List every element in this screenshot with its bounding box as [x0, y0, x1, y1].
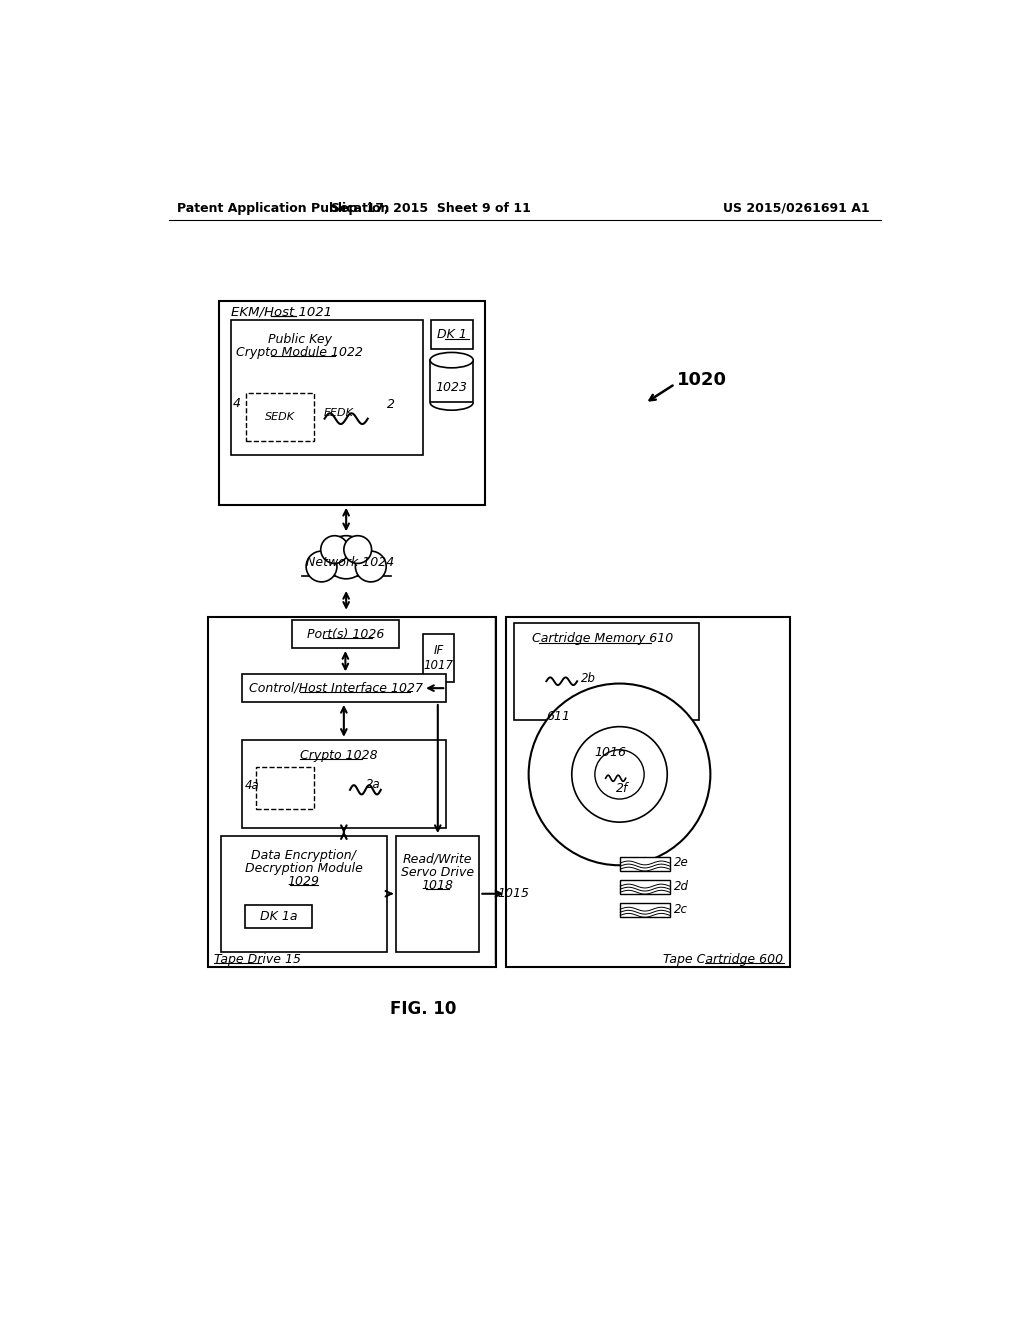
Bar	[221, 836, 387, 952]
Text: 611: 611	[547, 710, 570, 723]
Text: 1015: 1015	[497, 887, 529, 900]
Text: 2b: 2b	[581, 672, 596, 685]
Text: Sep. 17, 2015  Sheet 9 of 11: Sep. 17, 2015 Sheet 9 of 11	[331, 202, 530, 215]
Text: 2c: 2c	[674, 903, 688, 916]
Bar	[431, 321, 473, 350]
Ellipse shape	[430, 352, 473, 368]
Bar	[256, 767, 313, 809]
Text: Port(s) 1026: Port(s) 1026	[307, 628, 384, 640]
Text: Read/Write: Read/Write	[403, 853, 472, 866]
Text: Data Encryption/: Data Encryption/	[251, 849, 356, 862]
Circle shape	[306, 552, 337, 582]
Circle shape	[321, 536, 348, 564]
Circle shape	[595, 750, 644, 799]
Text: Crypto 1028: Crypto 1028	[300, 748, 378, 762]
Text: Decryption Module: Decryption Module	[245, 862, 362, 875]
Bar	[301, 546, 391, 576]
Text: Tape Drive 15: Tape Drive 15	[214, 953, 301, 966]
Bar	[621, 903, 671, 917]
Text: DK 1: DK 1	[436, 329, 467, 342]
Circle shape	[355, 552, 386, 582]
Text: Public Key: Public Key	[268, 333, 332, 346]
Text: Servo Drive: Servo Drive	[401, 866, 474, 879]
Text: 4: 4	[232, 397, 241, 409]
Text: 2a: 2a	[366, 777, 381, 791]
Bar	[208, 616, 497, 966]
Circle shape	[325, 536, 368, 578]
Text: Cartridge Memory 610: Cartridge Memory 610	[531, 632, 673, 645]
Bar	[430, 360, 473, 403]
Bar	[243, 675, 446, 702]
Circle shape	[528, 684, 711, 866]
Bar	[514, 623, 698, 719]
Text: 1029: 1029	[288, 875, 319, 888]
Bar	[396, 836, 479, 952]
Text: Tape Cartridge 600: Tape Cartridge 600	[664, 953, 783, 966]
Bar	[621, 857, 671, 871]
Text: SEDK: SEDK	[265, 412, 295, 422]
Text: Patent Application Publication: Patent Application Publication	[177, 202, 389, 215]
Text: DK 1a: DK 1a	[260, 911, 297, 924]
Text: 2: 2	[387, 399, 395, 412]
Text: IF
1017: IF 1017	[424, 644, 454, 672]
Bar	[506, 616, 790, 966]
Text: 1023: 1023	[435, 380, 468, 393]
Bar	[219, 301, 484, 506]
Bar	[230, 321, 423, 455]
Bar	[292, 620, 398, 648]
Bar	[243, 739, 446, 829]
Text: 2d: 2d	[674, 879, 689, 892]
Bar	[245, 906, 312, 928]
Text: 1016: 1016	[595, 746, 627, 759]
Bar	[423, 635, 454, 682]
Text: EEDK: EEDK	[324, 408, 353, 417]
Text: FIG. 10: FIG. 10	[390, 1001, 457, 1018]
Text: 2e: 2e	[674, 857, 689, 870]
Text: Network 1024: Network 1024	[306, 556, 394, 569]
Text: US 2015/0261691 A1: US 2015/0261691 A1	[723, 202, 869, 215]
Circle shape	[344, 536, 372, 564]
Text: 2f: 2f	[615, 781, 628, 795]
Text: 4a: 4a	[245, 779, 260, 792]
Text: Control/Host Interface 1027: Control/Host Interface 1027	[249, 681, 423, 694]
Text: Crypto Module 1022: Crypto Module 1022	[237, 346, 364, 359]
Text: 1020: 1020	[677, 371, 727, 389]
Text: EKM/Host 1021: EKM/Host 1021	[230, 306, 332, 319]
Text: 1018: 1018	[422, 879, 454, 892]
Bar	[621, 880, 671, 894]
Bar	[246, 393, 313, 441]
Circle shape	[571, 726, 668, 822]
